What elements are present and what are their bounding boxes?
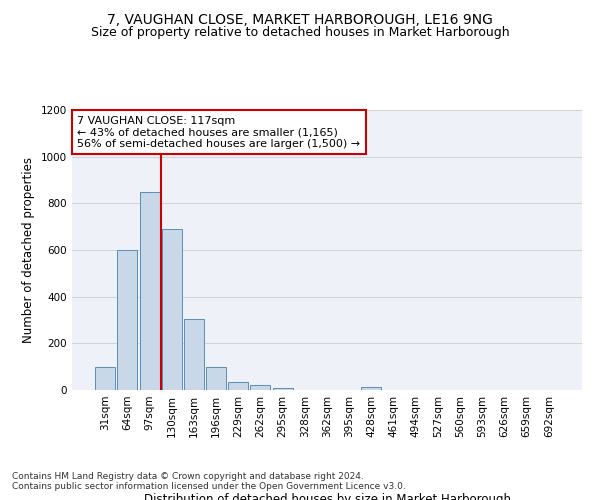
Y-axis label: Number of detached properties: Number of detached properties [22,157,35,343]
Bar [162,229,182,390]
Text: Size of property relative to detached houses in Market Harborough: Size of property relative to detached ho… [91,26,509,39]
Bar [361,387,382,390]
Bar [140,192,160,390]
Bar [228,382,248,390]
X-axis label: Distribution of detached houses by size in Market Harborough: Distribution of detached houses by size … [143,492,511,500]
Text: 7 VAUGHAN CLOSE: 117sqm
← 43% of detached houses are smaller (1,165)
56% of semi: 7 VAUGHAN CLOSE: 117sqm ← 43% of detache… [77,116,360,149]
Bar [184,319,204,390]
Bar [272,388,293,390]
Text: 7, VAUGHAN CLOSE, MARKET HARBOROUGH, LE16 9NG: 7, VAUGHAN CLOSE, MARKET HARBOROUGH, LE1… [107,12,493,26]
Text: Contains HM Land Registry data © Crown copyright and database right 2024.: Contains HM Land Registry data © Crown c… [12,472,364,481]
Bar [250,385,271,390]
Text: Contains public sector information licensed under the Open Government Licence v3: Contains public sector information licen… [12,482,406,491]
Bar [118,250,137,390]
Bar [206,366,226,390]
Bar [95,366,115,390]
